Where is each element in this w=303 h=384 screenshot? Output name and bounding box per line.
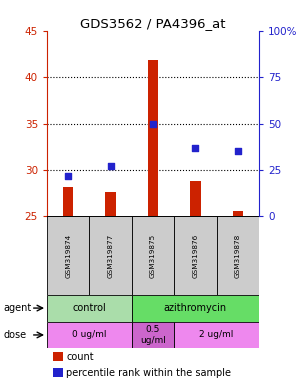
Bar: [47, 295, 132, 321]
Bar: [53, 368, 63, 377]
Bar: [132, 217, 174, 295]
Bar: [89, 217, 132, 295]
Bar: [53, 353, 63, 361]
Bar: [190, 181, 201, 217]
Text: agent: agent: [0, 383, 1, 384]
Text: count: count: [66, 352, 94, 362]
Bar: [217, 217, 259, 295]
Point: [108, 163, 113, 169]
Point: [193, 145, 198, 151]
Text: 0.5
ug/ml: 0.5 ug/ml: [140, 325, 166, 345]
Text: GSM319877: GSM319877: [108, 233, 114, 278]
Text: dose: dose: [3, 330, 26, 340]
Point: [151, 121, 155, 127]
Point: [66, 172, 71, 179]
Bar: [105, 192, 116, 217]
Title: GDS3562 / PA4396_at: GDS3562 / PA4396_at: [80, 17, 226, 30]
Bar: [148, 60, 158, 217]
Bar: [132, 295, 259, 321]
Bar: [47, 321, 132, 348]
Text: 2 ug/ml: 2 ug/ml: [199, 331, 234, 339]
Text: GSM319874: GSM319874: [65, 233, 71, 278]
Bar: [233, 211, 243, 217]
Bar: [132, 321, 174, 348]
Text: 0 ug/ml: 0 ug/ml: [72, 331, 107, 339]
Text: azithromycin: azithromycin: [164, 303, 227, 313]
Text: GSM319875: GSM319875: [150, 233, 156, 278]
Bar: [47, 217, 89, 295]
Text: GSM319878: GSM319878: [235, 233, 241, 278]
Text: control: control: [72, 303, 106, 313]
Text: agent: agent: [3, 303, 31, 313]
Point: [235, 147, 240, 154]
Bar: [174, 217, 217, 295]
Bar: [63, 187, 73, 217]
Text: GSM319876: GSM319876: [192, 233, 198, 278]
Text: percentile rank within the sample: percentile rank within the sample: [66, 368, 231, 378]
Bar: [174, 321, 259, 348]
